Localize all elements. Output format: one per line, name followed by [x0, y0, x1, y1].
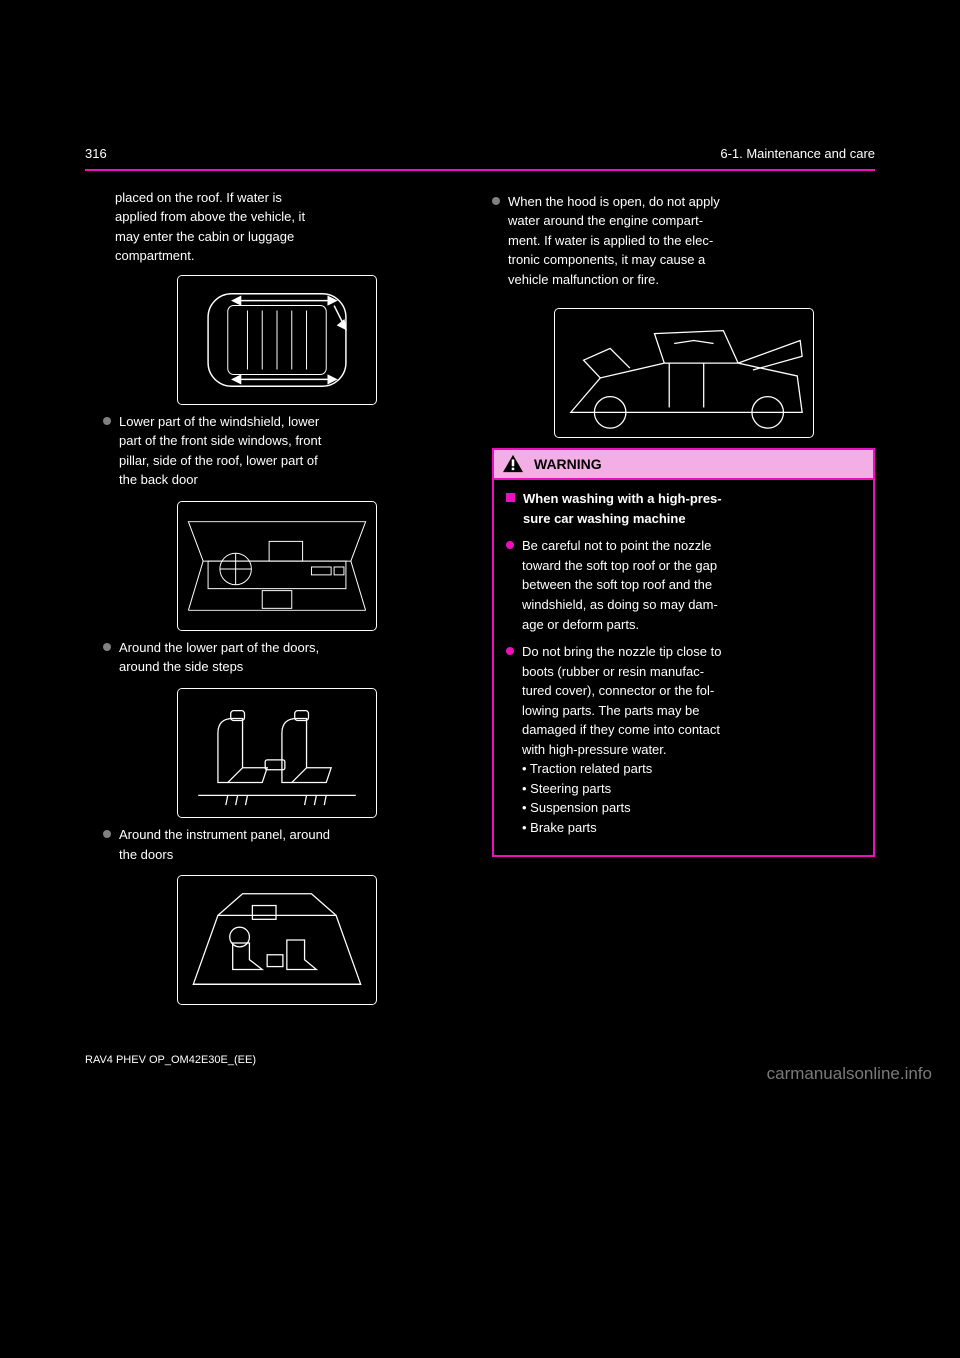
bullet-icon [506, 541, 514, 549]
text-line: lowing parts. The parts may be [522, 702, 861, 720]
seats-figure [177, 688, 377, 818]
dashboard-figure [177, 501, 377, 631]
intro-line: may enter the cabin or luggage [115, 228, 468, 246]
warning-header: WARNING [494, 450, 873, 480]
text-line: with high-pressure water. [522, 741, 861, 759]
list-item-text: Around the instrument panel, around the … [119, 826, 468, 865]
text-line: tronic components, it may cause a [508, 251, 875, 269]
text-line: Do not bring the nozzle tip close to [522, 643, 861, 661]
list-item-text: Lower part of the windshield, lower part… [119, 413, 468, 491]
text-line: damaged if they come into contact [522, 721, 861, 739]
list-item: Around the instrument panel, around the … [85, 826, 468, 865]
text-line: part of the front side windows, front [119, 432, 468, 450]
text-line: windshield, as doing so may dam- [522, 596, 861, 614]
list-item: Lower part of the windshield, lower part… [85, 413, 468, 491]
text-line: sure car washing machine [523, 510, 722, 528]
text-line: vehicle malfunction or fire. [508, 271, 875, 289]
text-line: toward the soft top roof or the gap [522, 557, 861, 575]
text-line: ment. If water is applied to the elec- [508, 232, 875, 250]
warning-heading-text: When washing with a high-pres- sure car … [523, 490, 722, 529]
content-columns: placed on the roof. If water is applied … [85, 189, 875, 1014]
warning-bullet-text: Do not bring the nozzle tip close to boo… [522, 643, 861, 838]
warning-body: When washing with a high-pres- sure car … [494, 480, 873, 854]
warning-square-icon [506, 493, 515, 502]
warning-bullet: Be careful not to point the nozzle towar… [506, 537, 861, 635]
text-line: tured cover), connector or the fol- [522, 682, 861, 700]
text-line: pillar, side of the roof, lower part of [119, 452, 468, 470]
text-line: Around the instrument panel, around [119, 826, 468, 844]
figure-wrapper [85, 688, 468, 818]
text-line: water around the engine compart- [508, 212, 875, 230]
text-line: age or deform parts. [522, 616, 861, 634]
text-line: When the hood is open, do not apply [508, 193, 875, 211]
warning-box: WARNING When washing with a high-pres- s… [492, 448, 875, 856]
intro-paragraph: placed on the roof. If water is applied … [85, 189, 468, 265]
figure-wrapper [85, 501, 468, 631]
list-item: Around the lower part of the doors, arou… [85, 639, 468, 678]
list-item: When the hood is open, do not apply wate… [492, 193, 875, 291]
bullet-icon [103, 830, 111, 838]
left-column: placed on the roof. If water is applied … [85, 189, 468, 1014]
figure-wrapper [492, 308, 875, 438]
bullet-icon [492, 197, 500, 205]
page-number: 316 [85, 145, 107, 163]
text-line: boots (rubber or resin manufac- [522, 663, 861, 681]
bullet-icon [103, 643, 111, 651]
interior-figure [177, 875, 377, 1005]
text-line: • Traction related parts [522, 760, 861, 778]
roof-top-figure [177, 275, 377, 405]
page-container: 316 6-1. Maintenance and care placed on … [0, 0, 960, 1108]
text-line: Lower part of the windshield, lower [119, 413, 468, 431]
warning-triangle-icon [502, 454, 524, 474]
list-item-text: When the hood is open, do not apply wate… [508, 193, 875, 291]
warning-bullet: Do not bring the nozzle tip close to boo… [506, 643, 861, 838]
page-header: 316 6-1. Maintenance and care [85, 145, 875, 163]
bullet-icon [103, 417, 111, 425]
hood-open-figure [554, 308, 814, 438]
text-line: • Brake parts [522, 819, 861, 837]
document-id: RAV4 PHEV OP_OM42E30E_(EE) [85, 1053, 875, 1068]
intro-line: compartment. [115, 247, 468, 265]
text-line: When washing with a high-pres- [523, 490, 722, 508]
warning-bullet-text: Be careful not to point the nozzle towar… [522, 537, 861, 635]
warning-label: WARNING [534, 455, 602, 474]
figure-wrapper [85, 275, 468, 405]
intro-line: applied from above the vehicle, it [115, 208, 468, 226]
text-line: • Suspension parts [522, 799, 861, 817]
figure-wrapper [85, 875, 468, 1005]
right-column: When the hood is open, do not apply wate… [492, 189, 875, 1014]
section-title: 6-1. Maintenance and care [720, 145, 875, 163]
text-line: the doors [119, 846, 468, 864]
header-rule [85, 169, 875, 171]
intro-line: placed on the roof. If water is [115, 189, 468, 207]
bullet-icon [506, 647, 514, 655]
list-item-text: Around the lower part of the doors, arou… [119, 639, 468, 678]
text-line: Around the lower part of the doors, [119, 639, 468, 657]
text-line: the back door [119, 471, 468, 489]
text-line: • Steering parts [522, 780, 861, 798]
warning-heading: When washing with a high-pres- sure car … [506, 490, 861, 529]
text-line: between the soft top roof and the [522, 576, 861, 594]
text-line: around the side steps [119, 658, 468, 676]
watermark: carmanualsonline.info [767, 1063, 932, 1086]
text-line: Be careful not to point the nozzle [522, 537, 861, 555]
